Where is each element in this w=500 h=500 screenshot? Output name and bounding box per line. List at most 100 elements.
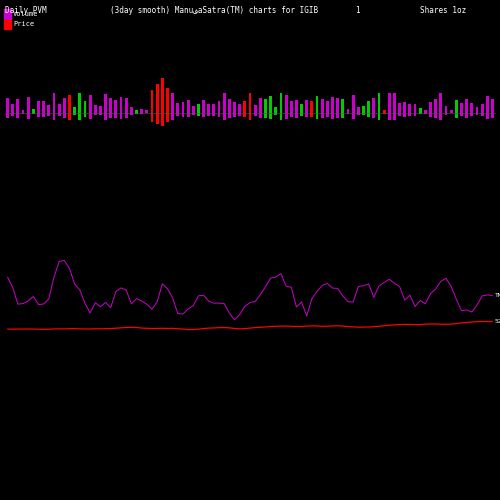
Bar bbox=[94, 112, 96, 116]
Bar bbox=[68, 112, 71, 119]
Bar bbox=[238, 112, 241, 116]
Bar bbox=[130, 106, 133, 112]
Bar bbox=[331, 112, 334, 118]
Bar bbox=[140, 112, 143, 114]
Bar bbox=[135, 110, 138, 112]
Bar bbox=[388, 112, 390, 120]
Bar bbox=[22, 110, 25, 112]
Bar bbox=[248, 94, 252, 112]
Bar bbox=[378, 112, 380, 120]
Bar bbox=[310, 102, 314, 112]
Bar bbox=[140, 110, 143, 112]
Bar bbox=[346, 108, 350, 112]
Text: TM: TM bbox=[495, 293, 500, 298]
Bar bbox=[382, 110, 386, 112]
Bar bbox=[444, 112, 448, 115]
Bar bbox=[161, 112, 164, 126]
Bar bbox=[362, 106, 365, 112]
Bar bbox=[78, 112, 81, 120]
Bar bbox=[125, 98, 128, 112]
Bar bbox=[135, 112, 138, 114]
Bar bbox=[408, 104, 412, 112]
Bar bbox=[346, 112, 350, 114]
Bar bbox=[444, 106, 448, 112]
Bar bbox=[146, 112, 148, 114]
Bar bbox=[110, 98, 112, 112]
Bar bbox=[362, 112, 365, 115]
Bar bbox=[290, 112, 292, 117]
Bar bbox=[110, 112, 112, 118]
Bar bbox=[218, 112, 220, 117]
Bar bbox=[357, 112, 360, 115]
Bar bbox=[470, 102, 473, 113]
Bar bbox=[186, 112, 190, 117]
Bar bbox=[37, 112, 40, 117]
Text: Price: Price bbox=[13, 22, 34, 28]
Bar bbox=[223, 112, 226, 120]
Bar bbox=[16, 99, 20, 112]
Bar bbox=[120, 97, 122, 112]
Bar bbox=[284, 112, 288, 119]
Text: Daily PVM: Daily PVM bbox=[5, 6, 46, 15]
Bar bbox=[450, 112, 452, 114]
Bar bbox=[440, 112, 442, 120]
Bar bbox=[99, 112, 102, 115]
Bar bbox=[6, 112, 9, 118]
Bar bbox=[342, 112, 344, 118]
Bar bbox=[156, 112, 158, 124]
Bar bbox=[269, 96, 272, 112]
Bar bbox=[357, 106, 360, 112]
Bar bbox=[58, 104, 60, 112]
Text: 52.14: 52.14 bbox=[495, 319, 500, 324]
Bar bbox=[238, 104, 241, 112]
Bar bbox=[470, 112, 473, 116]
Bar bbox=[264, 100, 267, 112]
Bar bbox=[434, 99, 437, 112]
Bar bbox=[419, 112, 422, 114]
Bar bbox=[306, 112, 308, 117]
Bar bbox=[393, 112, 396, 120]
Bar bbox=[280, 94, 282, 112]
Text: 1: 1 bbox=[355, 6, 360, 15]
Bar bbox=[300, 104, 303, 112]
Bar bbox=[367, 112, 370, 117]
Bar bbox=[84, 112, 86, 117]
Bar bbox=[182, 112, 184, 116]
Bar bbox=[12, 104, 14, 112]
Bar bbox=[208, 104, 210, 112]
Bar bbox=[6, 98, 9, 112]
Bar bbox=[491, 99, 494, 112]
Bar bbox=[398, 103, 401, 113]
Bar bbox=[88, 95, 92, 112]
Bar bbox=[104, 112, 107, 120]
Bar bbox=[84, 101, 86, 112]
Bar bbox=[259, 112, 262, 118]
Bar bbox=[146, 110, 148, 112]
Bar bbox=[120, 112, 122, 118]
Bar bbox=[342, 100, 344, 112]
Bar bbox=[476, 112, 478, 114]
Bar bbox=[125, 112, 128, 118]
Bar bbox=[465, 98, 468, 112]
Bar bbox=[414, 112, 416, 116]
Bar bbox=[336, 98, 339, 112]
Bar bbox=[233, 102, 236, 113]
Bar bbox=[280, 112, 282, 120]
Bar bbox=[42, 112, 45, 117]
Bar bbox=[274, 112, 277, 115]
Bar bbox=[367, 101, 370, 112]
Text: Shares 1oz: Shares 1oz bbox=[420, 6, 466, 15]
Bar bbox=[316, 96, 318, 112]
Bar bbox=[68, 94, 71, 112]
Bar bbox=[130, 112, 133, 115]
Bar bbox=[197, 104, 200, 112]
Bar bbox=[202, 100, 205, 112]
Bar bbox=[150, 112, 154, 122]
Bar bbox=[254, 112, 256, 116]
Bar bbox=[300, 112, 303, 116]
Bar bbox=[269, 112, 272, 119]
Bar bbox=[352, 95, 354, 112]
Bar bbox=[244, 112, 246, 117]
Bar bbox=[166, 88, 169, 112]
Bar bbox=[424, 110, 427, 112]
